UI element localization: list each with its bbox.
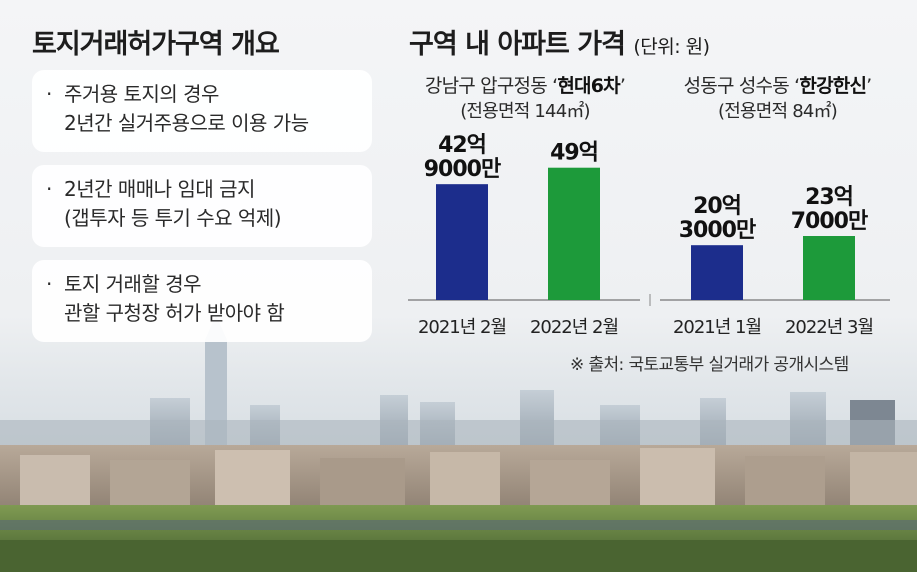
bar-value-label: 49억 [550,141,598,166]
overview-item-2-line-2: (갭투자 등 투기 수요 억제) [64,206,282,230]
chart-title: 구역 내 아파트 가격 (단위: 원) [409,22,710,61]
bar-2-2 [803,236,855,300]
overview-item-3-line-1: 토지 거래할 경우 [64,272,202,296]
bar-value-label: 3000만 [679,218,756,243]
category-label: 2022년 2월 [530,317,618,338]
bullet-icon: · [46,82,52,106]
bar-2-1 [691,245,743,300]
group-label-highlight: 한강한신 [799,75,867,97]
bar-value-label: 7000만 [791,209,868,234]
bar-1-1 [436,184,488,300]
group-label-hangang-hanshin: 성동구 성수동 ‘한강한신’ (전용면적 84㎡) [665,74,890,124]
bar-value-label: 23억 [805,185,853,210]
bar-value-label: 20억 [693,194,741,219]
chart-title-text: 구역 내 아파트 가격 [409,29,626,60]
group-sublabel: (전용면적 84㎡) [718,101,838,122]
group-label-hyundai6: 강남구 압구정동 ‘현대6차’ (전용면적 144㎡) [410,74,640,124]
category-label: 2021년 1월 [673,317,761,338]
chart-unit: (단위: 원) [633,36,710,58]
overview-item-3-line-2: 관할 구청장 허가 받아야 함 [64,301,285,325]
bar-1-2 [548,167,600,300]
group-label-prefix: 강남구 압구정동 ‘ [424,75,558,97]
group-label-suffix: ’ [866,75,872,97]
overview-item-2: · 2년간 매매나 임대 금지 (갭투자 등 투기 수요 억제) [32,165,372,247]
overview-item-1-line-2: 2년간 실거주용으로 이용 가능 [64,111,309,135]
group-label-suffix: ’ [619,75,626,97]
chart-source: ※ 출처: 국토교통부 실거래가 공개시스템 [570,355,849,375]
category-label: 2021년 2월 [418,317,506,338]
bar-value-label: 9000만 [424,157,501,182]
bullet-icon: · [46,177,52,201]
group-label-highlight: 현대6차 [557,75,620,97]
overview-title: 토지거래허가구역 개요 [32,29,280,60]
group-sublabel: (전용면적 144㎡) [460,101,590,122]
bar-value-label: 42억 [438,133,486,158]
group-label-prefix: 성동구 성수동 ‘ [683,75,801,97]
bullet-icon: · [46,272,52,296]
overview-item-1: · 주거용 토지의 경우 2년간 실거주용으로 이용 가능 [32,70,372,152]
overview-item-2-line-1: 2년간 매매나 임대 금지 [64,177,255,201]
overview-item-3: · 토지 거래할 경우 관할 구청장 허가 받아야 함 [32,260,372,342]
overview-item-1-line-1: 주거용 토지의 경우 [64,82,219,106]
category-label: 2022년 3월 [785,317,873,338]
